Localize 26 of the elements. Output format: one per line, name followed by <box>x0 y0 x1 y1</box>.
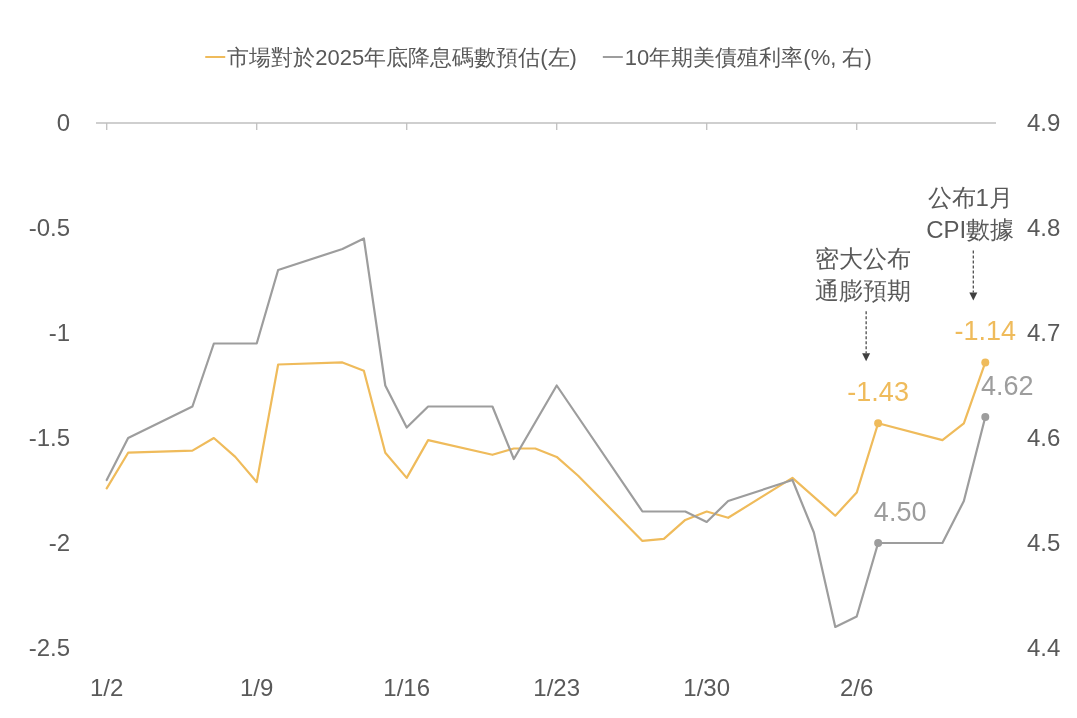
y2-tick-label: 4.8 <box>1027 214 1061 241</box>
y-tick-label: -0.5 <box>28 214 70 241</box>
data-label: -1.43 <box>847 377 909 408</box>
y2-tick-label: 4.7 <box>1027 319 1061 346</box>
x-tick-label: 1/16 <box>383 674 431 701</box>
data-label: -1.14 <box>954 316 1017 347</box>
y2-tick-label: 4.6 <box>1027 424 1061 451</box>
annotation: 公布1月CPI數據 <box>926 184 1015 244</box>
data-label: 4.62 <box>981 371 1034 401</box>
legend-label: 10年期美債殖利率(%, 右) <box>624 45 872 70</box>
y2-tick-label: 4.5 <box>1027 529 1061 556</box>
y2-tick-label: 4.4 <box>1027 634 1061 661</box>
x-tick-label: 1/2 <box>90 674 124 701</box>
y-tick-label: -2.5 <box>28 634 70 661</box>
x-tick-label: 1/23 <box>533 674 581 701</box>
y-tick-label: -2 <box>48 529 70 556</box>
data-label: 4.50 <box>873 497 927 527</box>
annotation: 密大公布通膨預期 <box>815 245 912 305</box>
y-tick-label: -1.5 <box>28 424 70 451</box>
x-tick-label: 2/6 <box>840 674 874 701</box>
y-tick-label: -1 <box>48 319 70 346</box>
y2-tick-label: 4.9 <box>1027 109 1061 136</box>
x-tick-label: 1/9 <box>240 674 274 701</box>
legend-label: 市場對於2025年底降息碼數預估(左) <box>227 45 577 70</box>
x-tick-label: 1/30 <box>683 674 731 701</box>
y-tick-label: 0 <box>56 109 70 136</box>
